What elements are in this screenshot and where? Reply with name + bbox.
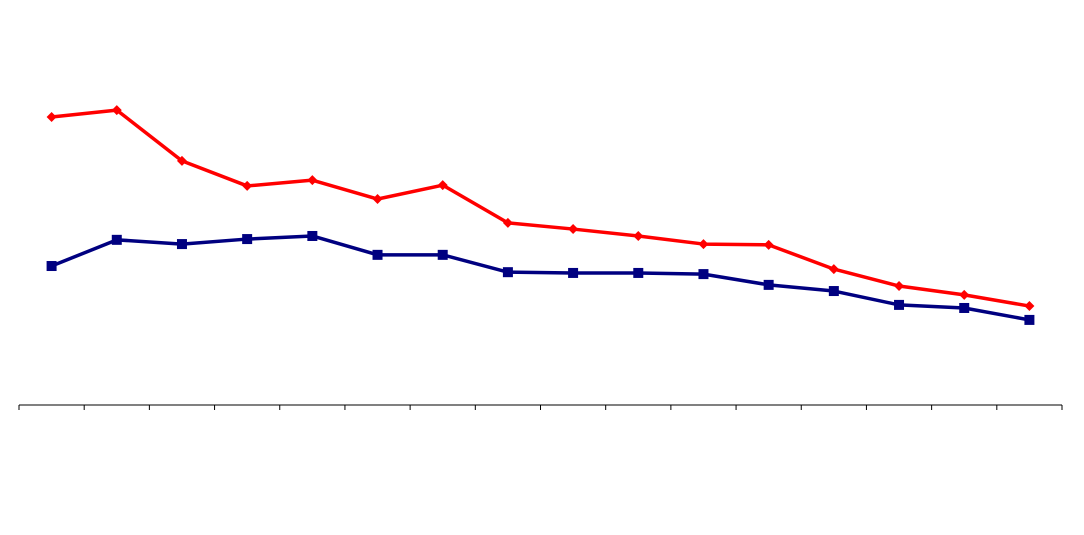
marker: [307, 230, 318, 241]
marker: [46, 112, 57, 123]
marker: [894, 299, 905, 310]
marker: [176, 155, 187, 166]
marker: [502, 267, 513, 278]
marker: [1024, 314, 1035, 325]
marker: [763, 279, 774, 290]
marker: [828, 286, 839, 297]
marker: [242, 180, 253, 191]
marker: [959, 302, 970, 313]
marker: [959, 289, 970, 300]
marker: [698, 239, 709, 250]
marker: [437, 180, 448, 191]
marker: [1024, 301, 1035, 312]
marker: [437, 249, 448, 260]
marker: [176, 239, 187, 250]
marker: [372, 249, 383, 260]
marker: [828, 264, 839, 275]
marker: [894, 281, 905, 292]
marker: [763, 239, 774, 250]
marker: [568, 224, 579, 235]
marker: [46, 261, 57, 272]
marker: [242, 234, 253, 245]
marker: [111, 105, 122, 116]
marker: [111, 234, 122, 245]
marker: [502, 217, 513, 228]
marker: [698, 269, 709, 280]
marker: [633, 230, 644, 241]
marker: [307, 175, 318, 186]
marker: [633, 267, 644, 278]
line-series: [51, 108, 1030, 308]
marker: [568, 267, 579, 278]
line-series: [50, 234, 1030, 322]
marker: [372, 194, 383, 205]
